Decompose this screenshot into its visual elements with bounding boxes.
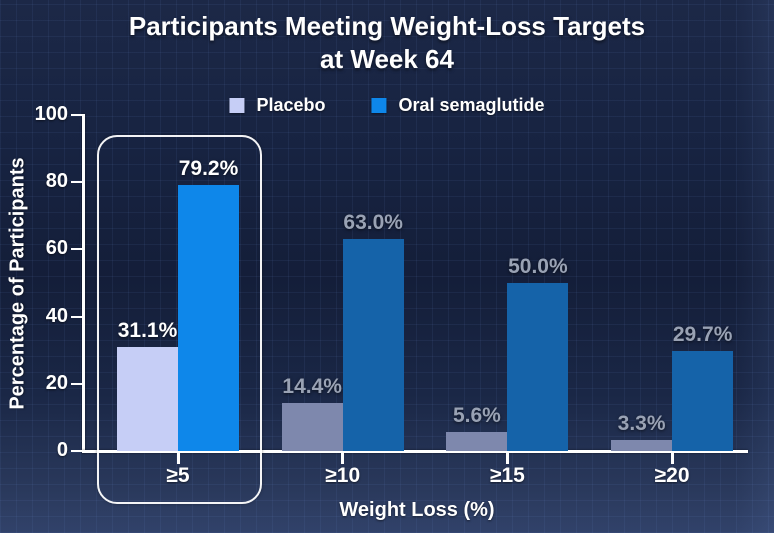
y-tick-label-100: 100 bbox=[34, 103, 68, 125]
legend-label-placebo: Placebo bbox=[256, 95, 326, 115]
x-tick-label-≥20: ≥20 bbox=[654, 464, 690, 487]
legend-label-semaglutide: Oral semaglutide bbox=[398, 95, 545, 115]
y-tick-80 bbox=[71, 181, 83, 184]
x-tick-≥15 bbox=[505, 453, 509, 464]
bar-semaglutide-≥15 bbox=[507, 283, 569, 451]
value-label-placebo-≥10: 14.4% bbox=[282, 375, 342, 398]
bar-semaglutide-≥20 bbox=[672, 351, 734, 451]
legend-item-semaglutide: Oral semaglutide bbox=[371, 95, 545, 116]
x-axis-title: Weight Loss (%) bbox=[339, 499, 495, 521]
bar-placebo-≥15 bbox=[446, 432, 508, 451]
semaglutide-swatch-icon bbox=[371, 98, 387, 113]
legend-item-placebo: Placebo bbox=[229, 95, 325, 116]
x-tick-≥10 bbox=[341, 453, 345, 464]
y-tick-label-20: 20 bbox=[45, 371, 68, 394]
bar-semaglutide-≥10 bbox=[342, 239, 404, 451]
y-tick-label-80: 80 bbox=[45, 170, 68, 193]
bar-placebo-≥20 bbox=[611, 440, 673, 451]
bar-placebo-≥5 bbox=[117, 347, 178, 451]
background-sheen bbox=[734, 0, 774, 533]
x-tick-≥20 bbox=[670, 453, 674, 464]
y-tick-label-40: 40 bbox=[45, 304, 68, 327]
bar-semaglutide-≥5 bbox=[178, 185, 239, 451]
chart-title: Participants Meeting Weight-Loss Targets… bbox=[128, 11, 646, 75]
bar-placebo-≥10 bbox=[281, 403, 343, 451]
value-label-semaglutide-≥5: 79.2% bbox=[178, 157, 239, 180]
y-tick-label-0: 0 bbox=[56, 439, 68, 461]
y-tick-40 bbox=[71, 315, 83, 318]
x-axis-line bbox=[82, 450, 748, 453]
x-tick-label-≥15: ≥15 bbox=[489, 464, 525, 487]
y-tick-20 bbox=[71, 382, 83, 385]
value-label-semaglutide-≥20: 29.7% bbox=[672, 323, 733, 346]
value-label-semaglutide-≥15: 50.0% bbox=[508, 255, 568, 278]
y-tick-60 bbox=[71, 248, 83, 251]
value-label-semaglutide-≥10: 63.0% bbox=[343, 211, 403, 234]
x-tick-label-≥5: ≥5 bbox=[166, 464, 190, 487]
y-axis-line bbox=[82, 114, 85, 453]
y-tick-0 bbox=[71, 450, 83, 452]
value-label-placebo-≥15: 5.6% bbox=[452, 404, 501, 427]
x-tick-≥5 bbox=[176, 453, 180, 464]
placebo-swatch-icon bbox=[229, 98, 245, 113]
value-label-placebo-≥5: 31.1% bbox=[117, 319, 178, 342]
legend: Placebo Oral semaglutide bbox=[229, 95, 545, 116]
x-tick-label-≥10: ≥10 bbox=[325, 464, 361, 487]
y-tick-label-60: 60 bbox=[45, 237, 68, 260]
y-tick-100 bbox=[71, 114, 83, 116]
value-label-placebo-≥20: 3.3% bbox=[617, 412, 666, 435]
